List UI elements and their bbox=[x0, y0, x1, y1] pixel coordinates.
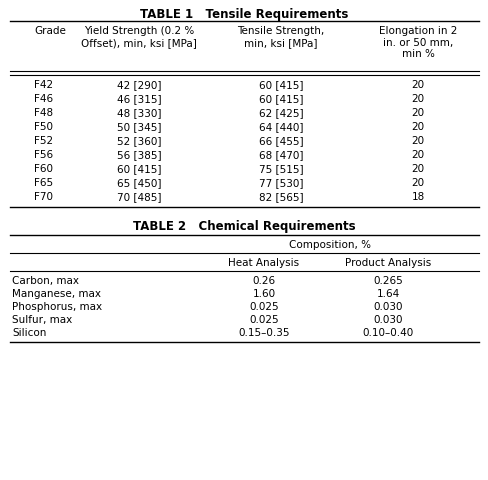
Text: Sulfur, max: Sulfur, max bbox=[12, 314, 72, 324]
Text: 18: 18 bbox=[410, 192, 424, 202]
Text: 66 [455]: 66 [455] bbox=[258, 136, 303, 146]
Text: 82 [565]: 82 [565] bbox=[258, 192, 303, 202]
Text: 60 [415]: 60 [415] bbox=[117, 164, 161, 174]
Text: 60 [415]: 60 [415] bbox=[258, 80, 303, 90]
Text: 0.265: 0.265 bbox=[372, 276, 402, 286]
Text: F56: F56 bbox=[34, 150, 53, 160]
Text: 20: 20 bbox=[410, 164, 424, 174]
Text: 0.025: 0.025 bbox=[249, 301, 278, 312]
Text: F48: F48 bbox=[34, 108, 53, 118]
Text: F50: F50 bbox=[34, 122, 53, 132]
Text: 0.26: 0.26 bbox=[252, 276, 275, 286]
Text: Manganese, max: Manganese, max bbox=[12, 288, 101, 299]
Text: 20: 20 bbox=[410, 94, 424, 104]
Text: 20: 20 bbox=[410, 178, 424, 188]
Text: 48 [330]: 48 [330] bbox=[117, 108, 161, 118]
Text: 64 [440]: 64 [440] bbox=[258, 122, 303, 132]
Text: 20: 20 bbox=[410, 80, 424, 90]
Text: Phosphorus, max: Phosphorus, max bbox=[12, 301, 102, 312]
Text: F70: F70 bbox=[34, 192, 53, 202]
Text: 77 [530]: 77 [530] bbox=[258, 178, 303, 188]
Text: TABLE 1   Tensile Requirements: TABLE 1 Tensile Requirements bbox=[140, 8, 347, 21]
Text: Silicon: Silicon bbox=[12, 327, 46, 337]
Text: 70 [485]: 70 [485] bbox=[117, 192, 161, 202]
Text: TABLE 2   Chemical Requirements: TABLE 2 Chemical Requirements bbox=[132, 219, 355, 232]
Text: 1.60: 1.60 bbox=[252, 288, 275, 299]
Text: Yield Strength (0.2 %
Offset), min, ksi [MPa]: Yield Strength (0.2 % Offset), min, ksi … bbox=[81, 26, 197, 48]
Text: 42 [290]: 42 [290] bbox=[117, 80, 161, 90]
Text: Tensile Strength,
min, ksi [MPa]: Tensile Strength, min, ksi [MPa] bbox=[237, 26, 324, 48]
Text: F46: F46 bbox=[34, 94, 53, 104]
Text: Grade: Grade bbox=[34, 26, 66, 36]
Text: 0.030: 0.030 bbox=[372, 314, 402, 324]
Text: 46 [315]: 46 [315] bbox=[117, 94, 161, 104]
Text: 0.10–0.40: 0.10–0.40 bbox=[362, 327, 413, 337]
Text: Elongation in 2
in. or 50 mm,
min %: Elongation in 2 in. or 50 mm, min % bbox=[378, 26, 456, 59]
Text: 75 [515]: 75 [515] bbox=[258, 164, 303, 174]
Text: 20: 20 bbox=[410, 108, 424, 118]
Text: 20: 20 bbox=[410, 122, 424, 132]
Text: Heat Analysis: Heat Analysis bbox=[228, 257, 299, 267]
Text: 60 [415]: 60 [415] bbox=[258, 94, 303, 104]
Text: 1.64: 1.64 bbox=[376, 288, 399, 299]
Text: Product Analysis: Product Analysis bbox=[344, 257, 430, 267]
Text: 50 [345]: 50 [345] bbox=[117, 122, 161, 132]
Text: F60: F60 bbox=[34, 164, 53, 174]
Text: 52 [360]: 52 [360] bbox=[117, 136, 161, 146]
Text: 56 [385]: 56 [385] bbox=[117, 150, 161, 160]
Text: 0.030: 0.030 bbox=[372, 301, 402, 312]
Text: F42: F42 bbox=[34, 80, 53, 90]
Text: 65 [450]: 65 [450] bbox=[117, 178, 161, 188]
Text: 20: 20 bbox=[410, 136, 424, 146]
Text: F65: F65 bbox=[34, 178, 53, 188]
Text: 62 [425]: 62 [425] bbox=[258, 108, 303, 118]
Text: Carbon, max: Carbon, max bbox=[12, 276, 79, 286]
Text: 20: 20 bbox=[410, 150, 424, 160]
Text: F52: F52 bbox=[34, 136, 53, 146]
Text: 0.025: 0.025 bbox=[249, 314, 278, 324]
Text: 68 [470]: 68 [470] bbox=[258, 150, 303, 160]
Text: 0.15–0.35: 0.15–0.35 bbox=[238, 327, 289, 337]
Text: Composition, %: Composition, % bbox=[288, 240, 370, 250]
